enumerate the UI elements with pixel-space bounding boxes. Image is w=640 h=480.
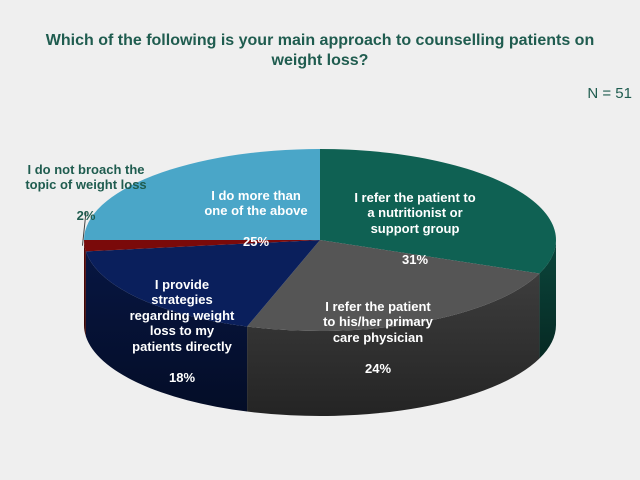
pie-slice-more-than-one [84,149,320,240]
slice-value-label: 24% [364,360,392,376]
pie-slice-primary-care [247,240,540,331]
slice-label-nutritionist: I refer the patient to a nutritionist or… [350,174,480,283]
slice-label-primary-care: I refer the patient to his/her primary c… [318,283,438,392]
slice-value-label: 31% [401,251,429,267]
slice-value-label: 18% [168,369,196,385]
pie-side-walls [84,240,556,416]
pie-slice-do-not-broach [84,240,320,252]
pie-side-nutritionist [539,240,556,359]
slice-label-text: I do more than one of the above [204,187,308,219]
pie-side-directly [85,251,248,412]
pie-slice-nutritionist [320,149,556,274]
slice-value-label: 25% [242,234,270,249]
chart-title: Which of the following is your main appr… [45,32,595,69]
slice-value-label: 2% [76,208,96,223]
slice-label-more-than-one: I do more than one of the above 25% [198,172,314,265]
pie-top-faces [84,149,556,331]
slice-label-directly: I provide strategies regarding weight lo… [126,261,238,401]
slice-label-do-not-broach: I do not broach the topic of weight loss… [22,146,150,239]
leader-line-do-not-broach [81,211,87,246]
slice-label-text: I do not broach the topic of weight loss [25,161,147,193]
pie-slice-directly [85,240,320,327]
slice-label-text: I refer the patient to a nutritionist or… [354,189,476,236]
slice-label-text: I provide strategies regarding weight lo… [129,276,235,354]
pie-side-do-not-broach [84,240,86,337]
pie-side-primary-care [247,273,540,416]
sample-size-label: N = 51 [587,85,632,102]
slice-label-text: I refer the patient to his/her primary c… [323,298,433,345]
